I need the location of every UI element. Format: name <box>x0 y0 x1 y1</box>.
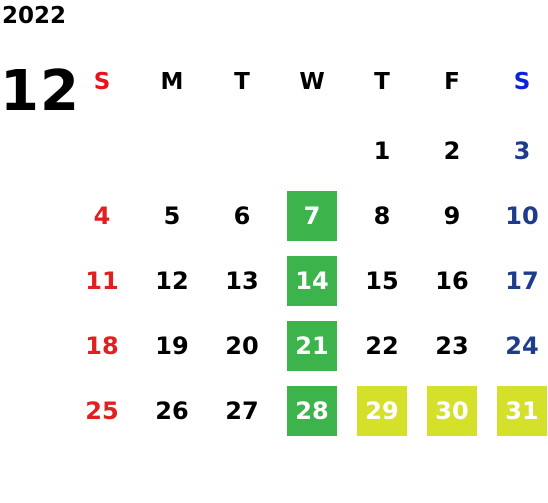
day-cell-28[interactable]: 28 <box>287 386 337 436</box>
weekday-header: S <box>513 69 531 95</box>
day-cell-12[interactable]: 12 <box>155 267 189 295</box>
month-label: 12 <box>0 59 80 124</box>
day-cell-22[interactable]: 22 <box>365 332 399 360</box>
year-label: 2022 <box>2 3 67 29</box>
day-cell-27[interactable]: 27 <box>225 397 259 425</box>
day-cell-4[interactable]: 4 <box>93 202 111 230</box>
day-cell-11[interactable]: 11 <box>85 267 119 295</box>
day-cell-14[interactable]: 14 <box>287 256 337 306</box>
day-cell-23[interactable]: 23 <box>435 332 469 360</box>
day-cell-18[interactable]: 18 <box>85 332 119 360</box>
day-cell-17[interactable]: 17 <box>505 267 539 295</box>
weekday-header: W <box>299 69 325 95</box>
day-cell-15[interactable]: 15 <box>365 267 399 295</box>
day-cell-7[interactable]: 7 <box>287 191 337 241</box>
day-cell-9[interactable]: 9 <box>443 202 461 230</box>
weekday-header: T <box>234 69 250 95</box>
day-cell-6[interactable]: 6 <box>233 202 251 230</box>
day-cell-5[interactable]: 5 <box>163 202 181 230</box>
day-cell-31[interactable]: 31 <box>497 386 547 436</box>
day-cell-21[interactable]: 21 <box>287 321 337 371</box>
weekday-header: T <box>374 69 390 95</box>
day-cell-3[interactable]: 3 <box>513 137 531 165</box>
weekday-header: S <box>93 69 111 95</box>
day-cell-10[interactable]: 10 <box>505 202 539 230</box>
calendar-grid: S M T W T F S 1 2 3 4 5 6 7 8 9 10 11 12 13 14 15 16 17 18 19 20 21… <box>67 50 548 500</box>
day-cell-16[interactable]: 16 <box>435 267 469 295</box>
day-cell-8[interactable]: 8 <box>373 202 391 230</box>
day-cell-24[interactable]: 24 <box>505 332 539 360</box>
day-cell-13[interactable]: 13 <box>225 267 259 295</box>
day-cell-20[interactable]: 20 <box>225 332 259 360</box>
weekday-header: F <box>444 69 460 95</box>
day-cell-29[interactable]: 29 <box>357 386 407 436</box>
day-cell-25[interactable]: 25 <box>85 397 119 425</box>
day-cell-2[interactable]: 2 <box>443 137 461 165</box>
day-cell-1[interactable]: 1 <box>373 137 391 165</box>
day-cell-26[interactable]: 26 <box>155 397 189 425</box>
day-cell-30[interactable]: 30 <box>427 386 477 436</box>
weekday-header: M <box>160 69 184 95</box>
day-cell-19[interactable]: 19 <box>155 332 189 360</box>
